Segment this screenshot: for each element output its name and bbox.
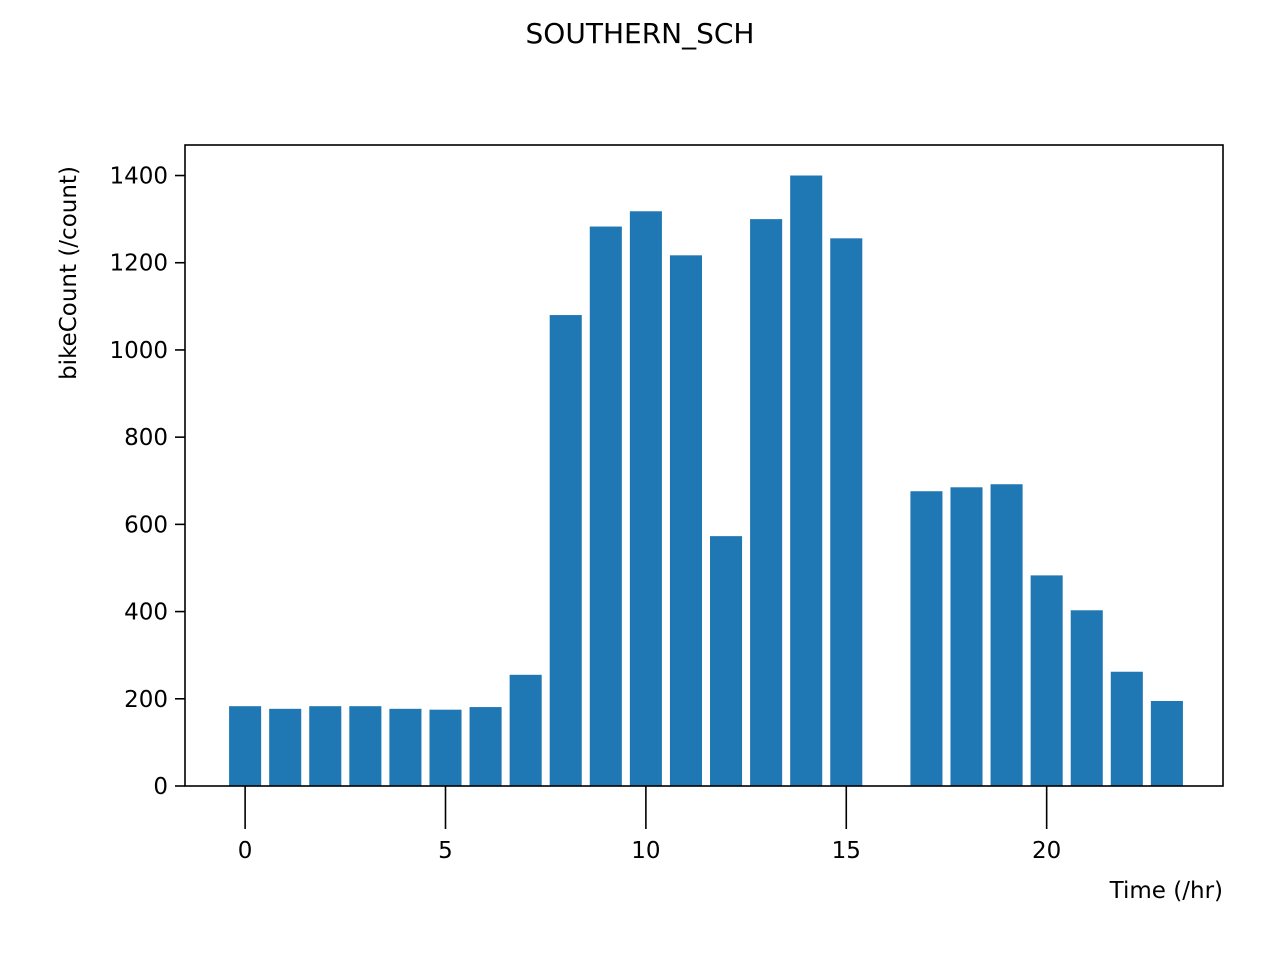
bar-hour-12 [710,536,743,786]
bar-hour-13 [750,219,783,786]
bar-hour-19 [990,484,1023,786]
y-tick-label: 400 [124,600,168,626]
bar-hour-10 [629,211,662,786]
bar-hour-3 [349,706,382,786]
y-tick-label: 1400 [109,164,168,190]
bar-hour-21 [1070,610,1103,786]
bar-hour-9 [589,226,622,787]
bar-hour-23 [1150,700,1183,786]
bar-hour-6 [469,707,502,786]
x-tick-label: 10 [631,838,660,864]
y-tick-label: 1000 [109,338,168,364]
x-tick-label: 15 [832,838,861,864]
bar-hour-2 [309,706,342,786]
y-tick-label: 200 [124,687,168,713]
x-tick-label: 20 [1032,838,1061,864]
x-axis: 0 5 10 15 20 [238,786,1061,864]
bar-hour-11 [669,255,702,786]
x-tick-label: 5 [438,838,453,864]
y-tick-label: 800 [124,425,168,451]
bar-hour-8 [549,315,582,786]
bar-hour-4 [389,708,422,786]
bar-hour-22 [1110,671,1143,786]
plot-frame [184,144,1224,787]
bar-hour-7 [509,674,542,786]
bar-hour-14 [790,175,823,786]
bar-hour-18 [950,487,983,786]
y-axis-label: bikeCount (/count) [56,166,82,380]
bar-hour-0 [229,706,262,786]
x-axis-label: Time (/hr) [1109,878,1223,904]
bar-hour-20 [1030,575,1063,786]
bars [229,175,1183,787]
bar-hour-15 [830,238,863,786]
y-axis: 0 200 400 600 800 1000 1200 1400 [109,164,185,800]
x-tick-label: 0 [238,838,253,864]
bar-hour-1 [269,708,302,786]
y-tick-label: 1200 [109,251,168,277]
chart-title: SOUTHERN_SCH [526,17,755,50]
y-tick-label: 600 [124,512,168,538]
bar-hour-17 [910,491,943,786]
y-tick-label: 0 [153,774,168,800]
bar-hour-5 [429,709,462,786]
